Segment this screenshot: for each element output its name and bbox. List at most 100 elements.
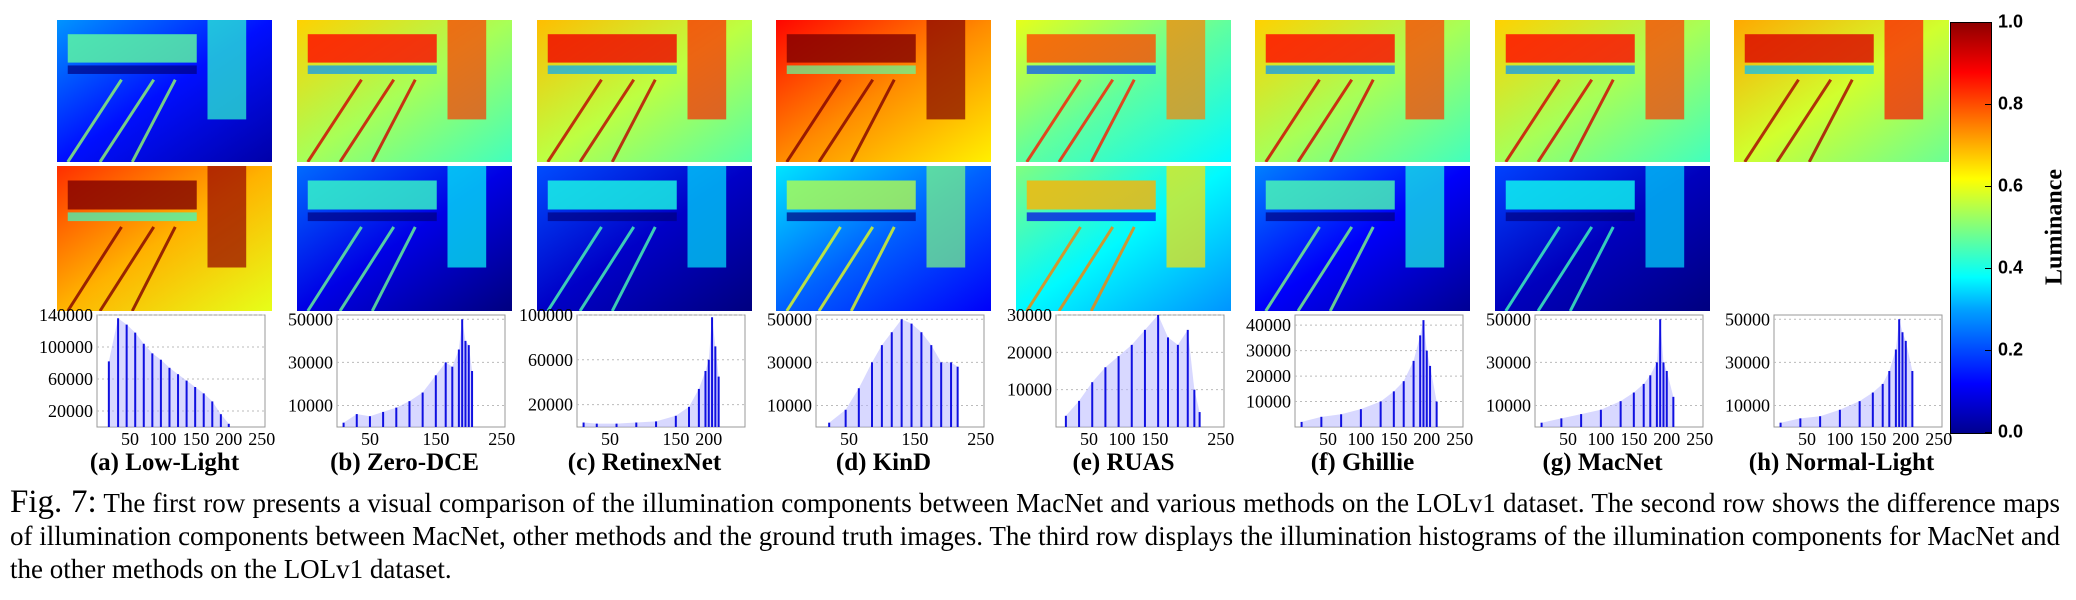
y-tick-label: 50000 xyxy=(288,309,333,329)
illumination-map-2 xyxy=(537,20,752,162)
y-tick-label: 50000 xyxy=(1725,309,1770,329)
x-tick-label: 150 xyxy=(1380,429,1407,449)
difference-map-6 xyxy=(1495,166,1710,311)
subfigure-label: (d) KinD xyxy=(835,449,932,476)
colorbar-tick-label: 0.6 xyxy=(1998,175,2024,196)
x-tick-label: 150 xyxy=(182,429,209,449)
x-tick-label: 150 xyxy=(1620,429,1647,449)
y-tick-label: 20000 xyxy=(1246,366,1291,386)
histogram-1: 10000 30000 50000 50 150 250 xyxy=(288,309,515,449)
y-tick-label: 60000 xyxy=(48,369,93,389)
hist-area xyxy=(1301,320,1437,427)
histogram-4: 10000 20000 30000 50 100 150 250 xyxy=(1007,305,1234,449)
x-tick-label: 150 xyxy=(1141,429,1168,449)
subfigure-label: (f) Ghillie xyxy=(1310,449,1415,476)
illumination-map-3 xyxy=(776,20,991,162)
y-tick-label: 30000 xyxy=(1246,341,1291,361)
colorbar-tick-mark xyxy=(1985,432,1991,433)
difference-map-2 xyxy=(537,166,752,311)
colorbar-tick-label: 0.8 xyxy=(1998,93,2024,114)
y-tick-label: 100000 xyxy=(519,305,573,325)
difference-map-1 xyxy=(297,166,512,311)
y-tick-label: 20000 xyxy=(528,395,573,415)
difference-map-3 xyxy=(776,166,991,311)
illumination-map-6 xyxy=(1495,20,1710,162)
x-tick-label: 250 xyxy=(1686,429,1713,449)
y-tick-label: 30000 xyxy=(288,352,333,372)
illumination-map-5 xyxy=(1255,20,1470,162)
x-tick-label: 150 xyxy=(422,429,449,449)
difference-map-4 xyxy=(1016,166,1231,311)
y-tick-label: 20000 xyxy=(48,401,93,421)
colorbar-tick-label: 0.0 xyxy=(1998,421,2024,442)
y-tick-label: 10000 xyxy=(1246,392,1291,412)
x-tick-label: 50 xyxy=(1559,429,1577,449)
histogram-0: 20000 60000 100000 140000 50 100 150 200 250 xyxy=(39,305,275,449)
x-tick-label: 50 xyxy=(361,429,379,449)
x-tick-label: 250 xyxy=(1207,429,1234,449)
x-tick-label: 200 xyxy=(1892,429,1919,449)
y-tick-label: 10000 xyxy=(288,395,333,415)
colorbar-tick-mark xyxy=(1985,22,1991,23)
x-tick-label: 100 xyxy=(1826,429,1853,449)
x-tick-label: 100 xyxy=(149,429,176,449)
colorbar-tick-mark xyxy=(1985,186,1991,187)
colorbar-tick-label: 1.0 xyxy=(1998,11,2024,32)
x-tick-label: 100 xyxy=(1108,429,1135,449)
hist-area xyxy=(1541,319,1674,427)
difference-map-5 xyxy=(1255,166,1470,311)
subfigure-label: (e) RUAS xyxy=(1072,449,1175,476)
x-tick-label: 150 xyxy=(662,429,689,449)
colorbar-tick-label: 0.2 xyxy=(1998,339,2024,360)
x-tick-label: 250 xyxy=(1925,429,1952,449)
hist-area xyxy=(343,319,473,427)
x-tick-label: 50 xyxy=(1080,429,1098,449)
x-tick-label: 50 xyxy=(840,429,858,449)
caption-text: The first row presents a visual comparis… xyxy=(10,488,2060,584)
y-tick-label: 30000 xyxy=(1725,352,1770,372)
subfigure-label: (h) Normal-Light xyxy=(1748,449,1935,476)
x-tick-label: 150 xyxy=(1859,429,1886,449)
colorbar-label: Luminance xyxy=(2041,168,2068,286)
figure-caption: Fig. 7: The first row presents a visual … xyxy=(10,486,2060,586)
colorbar-tick-label: 0.4 xyxy=(1998,257,2024,278)
difference-map-0 xyxy=(57,166,272,311)
x-tick-label: 50 xyxy=(1798,429,1816,449)
x-tick-label: 200 xyxy=(1413,429,1440,449)
histogram-7: 10000 30000 50000 50 100 150 200 250 xyxy=(1725,309,1952,449)
x-tick-label: 50 xyxy=(601,429,619,449)
x-tick-label: 150 xyxy=(901,429,928,449)
y-tick-label: 50000 xyxy=(767,309,812,329)
colorbar-tick-mark xyxy=(1985,104,1991,105)
x-tick-label: 50 xyxy=(1319,429,1337,449)
colorbar-tick-mark xyxy=(1985,268,1991,269)
y-tick-label: 30000 xyxy=(1007,305,1052,325)
luminance-colorbar xyxy=(1950,22,1992,434)
x-tick-label: 250 xyxy=(248,429,275,449)
y-tick-label: 10000 xyxy=(1486,395,1531,415)
x-tick-label: 100 xyxy=(1587,429,1614,449)
histogram-3: 10000 30000 50000 50 150 250 xyxy=(767,309,994,449)
subfigure-label: (g) MacNet xyxy=(1542,449,1663,476)
histogram-5: 10000 20000 30000 40000 50 100 150 200 250 xyxy=(1246,314,1473,449)
y-tick-label: 20000 xyxy=(1007,342,1052,362)
illumination-map-4 xyxy=(1016,20,1231,162)
hist-area xyxy=(1780,319,1913,427)
illumination-map-7 xyxy=(1734,20,1949,162)
colorbar-tick-mark xyxy=(1985,350,1991,351)
histogram-6: 10000 30000 50000 50 100 150 200 250 xyxy=(1486,309,1713,449)
y-tick-label: 10000 xyxy=(1725,395,1770,415)
subfigure-label: (c) RetinexNet xyxy=(567,449,722,476)
x-tick-label: 250 xyxy=(1446,429,1473,449)
y-tick-label: 30000 xyxy=(767,352,812,372)
subfigure-label: (a) Low-Light xyxy=(89,449,240,476)
y-tick-label: 60000 xyxy=(528,350,573,370)
y-tick-label: 40000 xyxy=(1246,315,1291,335)
hist-area xyxy=(829,319,958,427)
y-tick-label: 30000 xyxy=(1486,352,1531,372)
y-tick-label: 140000 xyxy=(39,305,93,325)
y-tick-label: 50000 xyxy=(1486,309,1531,329)
subfigure-label: (b) Zero-DCE xyxy=(330,449,479,476)
x-tick-label: 200 xyxy=(215,429,242,449)
y-tick-label: 10000 xyxy=(1007,380,1052,400)
